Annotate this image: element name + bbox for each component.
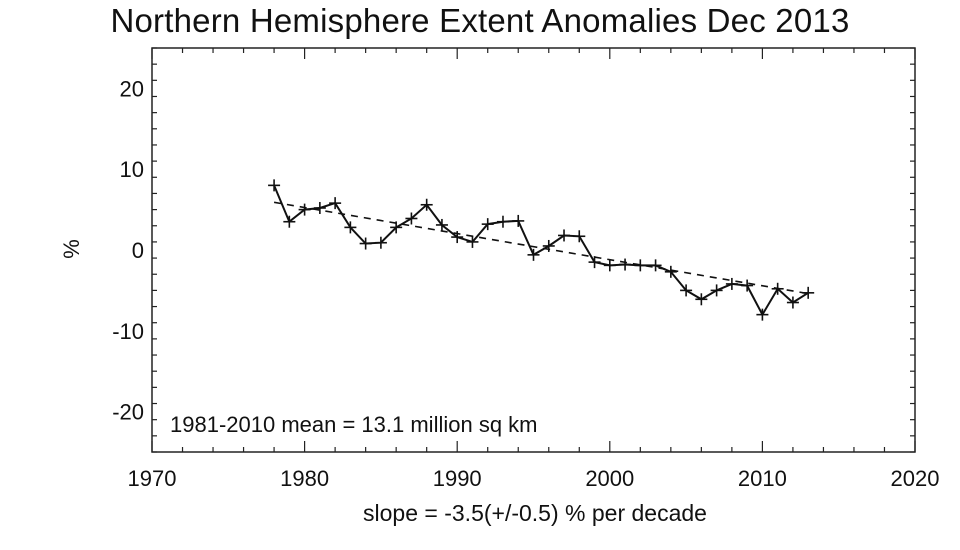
y-tick-label: -20 [112, 400, 144, 425]
data-point-marker [405, 212, 418, 225]
data-point-marker [664, 265, 677, 278]
y-tick-label: 0 [132, 238, 144, 263]
data-point-marker [466, 235, 479, 248]
data-series [268, 179, 815, 321]
y-tick-label: 10 [120, 157, 144, 182]
data-point-marker [725, 277, 738, 290]
data-point-marker [298, 203, 311, 216]
mean-annotation: 1981-2010 mean = 13.1 million sq km [170, 412, 538, 437]
y-tick-label: -10 [112, 319, 144, 344]
x-tick-label: 1970 [128, 466, 177, 491]
data-point-marker [542, 239, 555, 252]
data-point-marker [344, 221, 357, 234]
data-point-marker [588, 256, 601, 269]
chart-title: Northern Hemisphere Extent Anomalies Dec… [110, 2, 850, 39]
data-point-marker [756, 308, 769, 321]
data-point-marker [283, 215, 296, 228]
data-point-marker [603, 259, 616, 272]
trend-line [273, 201, 809, 295]
data-point-marker [558, 229, 571, 242]
data-point-marker [710, 284, 723, 297]
x-axis-label: slope = -3.5(+/-0.5) % per decade [363, 500, 707, 526]
data-point-marker [313, 201, 326, 214]
x-tick-label: 2000 [585, 466, 634, 491]
data-point-marker [573, 230, 586, 243]
plot-frame [151, 47, 916, 453]
data-point-marker [435, 218, 448, 231]
data-point-marker [786, 296, 799, 309]
data-point-marker [420, 198, 433, 211]
x-tick-label: 2020 [891, 466, 940, 491]
data-point-marker [268, 179, 281, 192]
data-point-marker [680, 284, 693, 297]
data-point-marker [619, 258, 632, 271]
data-point-marker [329, 197, 342, 210]
data-point-marker [649, 259, 662, 272]
data-point-marker [359, 237, 372, 250]
data-point-marker [527, 248, 540, 261]
data-point-marker [496, 215, 509, 228]
data-point-marker [741, 279, 754, 292]
data-point-marker [634, 259, 647, 272]
y-tick-label: 20 [120, 76, 144, 101]
data-point-marker [512, 214, 525, 227]
data-point-marker [481, 218, 494, 231]
anomaly-line [273, 185, 809, 317]
data-point-marker [374, 236, 387, 249]
x-tick-label: 1980 [280, 466, 329, 491]
data-point-marker [695, 293, 708, 306]
axis-ticks [151, 47, 916, 453]
x-tick-label: 2010 [738, 466, 787, 491]
x-tick-label: 1990 [433, 466, 482, 491]
